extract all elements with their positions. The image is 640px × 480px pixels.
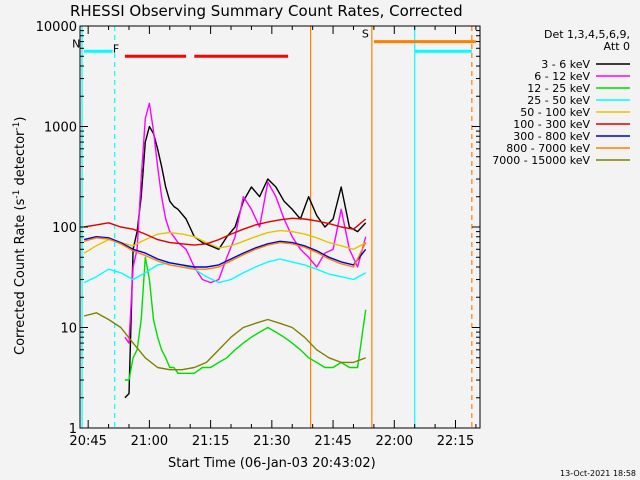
flag-label: N bbox=[72, 37, 80, 50]
series-line bbox=[124, 125, 367, 399]
series-layer bbox=[83, 102, 367, 399]
legend-label: 12 - 25 keV bbox=[527, 82, 590, 95]
legend-header-1: Det 1,3,4,5,6,9, bbox=[544, 28, 630, 41]
y-axis: 1 10 100 1000 10000 bbox=[36, 20, 480, 437]
y-tick-label: 10 bbox=[60, 322, 77, 337]
footer-stamp: 13-Oct-2021 18:58 bbox=[560, 469, 636, 478]
x-tick-label: 22:15 bbox=[437, 434, 474, 449]
y-axis-label: Corrected Count Rate (s-1 detector-1) bbox=[12, 117, 28, 355]
y-axis-label-sup2: -1 bbox=[12, 122, 22, 131]
x-tick-label: 21:00 bbox=[131, 434, 168, 449]
y-axis-label-main: Corrected Count Rate (s bbox=[13, 198, 28, 355]
x-tick-label: 21:15 bbox=[192, 434, 229, 449]
legend-label: 800 - 7000 keV bbox=[506, 142, 590, 155]
series-line bbox=[83, 258, 367, 284]
legend-label: 300 - 800 keV bbox=[513, 130, 590, 143]
series-line bbox=[83, 217, 367, 246]
y-tick-label: 1 bbox=[69, 422, 77, 437]
x-axis: 20:45 21:00 21:15 21:30 21:45 22:00 22:15 bbox=[69, 26, 477, 449]
chart-title: RHESSI Observing Summary Count Rates, Co… bbox=[70, 2, 463, 20]
y-axis-label-mid: detector bbox=[13, 130, 28, 190]
legend-label: 50 - 100 keV bbox=[520, 106, 590, 119]
legend-label: 100 - 300 keV bbox=[513, 118, 590, 131]
legend-label: 25 - 50 keV bbox=[527, 94, 590, 107]
series-line bbox=[124, 256, 367, 381]
x-axis-label: Start Time (06-Jan-03 20:43:02) bbox=[168, 456, 376, 471]
x-tick-label: 21:30 bbox=[253, 434, 290, 449]
flag-label: S bbox=[362, 28, 369, 41]
y-axis-label-end: ) bbox=[13, 117, 28, 122]
series-line bbox=[83, 229, 367, 254]
x-tick-label: 20:45 bbox=[69, 434, 106, 449]
flag-label: F bbox=[113, 42, 119, 55]
legend-label: 7000 - 15000 keV bbox=[492, 154, 590, 167]
x-tick-label: 21:45 bbox=[314, 434, 351, 449]
y-tick-label: 10000 bbox=[36, 20, 77, 35]
y-axis-label-sup1: -1 bbox=[12, 190, 22, 199]
y-tick-label: 1000 bbox=[44, 121, 77, 136]
x-tick-label: 22:00 bbox=[376, 434, 413, 449]
legend-header-2: Att 0 bbox=[604, 40, 630, 53]
legend-label: 6 - 12 keV bbox=[534, 70, 590, 83]
series-line bbox=[83, 235, 367, 268]
legend-label: 3 - 6 keV bbox=[541, 58, 590, 71]
y-tick-label: 100 bbox=[52, 221, 77, 236]
flag-layer: F S N bbox=[72, 26, 476, 428]
series-line bbox=[83, 237, 367, 270]
series-line bbox=[83, 312, 366, 371]
series-line bbox=[124, 102, 367, 344]
